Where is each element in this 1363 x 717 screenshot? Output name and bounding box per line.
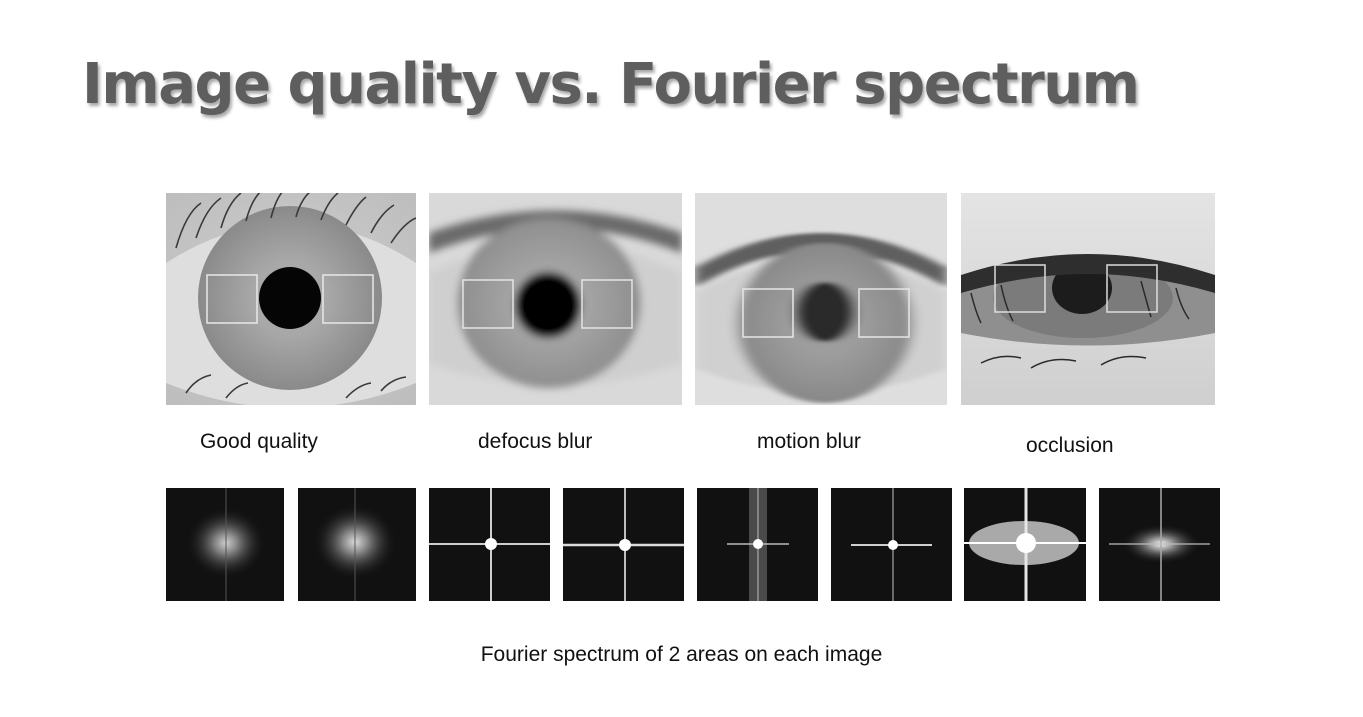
footer-caption-text: Fourier spectrum of 2 areas on each imag… — [480, 643, 883, 666]
spectrum-defocus-blur-left — [429, 488, 550, 601]
spectrum-good-quality-right — [298, 488, 416, 601]
eye-image-occlusion — [961, 193, 1215, 405]
footer-caption: Fourier spectrum of 2 areas on each imag… — [0, 643, 1363, 667]
eye-image-good-quality — [166, 193, 416, 405]
caption-defocus-blur: defocus blur — [478, 430, 593, 453]
spectrum-motion-blur-right — [831, 488, 952, 601]
caption-good-quality: Good quality — [200, 430, 318, 453]
eye-image-motion-blur — [695, 193, 947, 405]
spectrum-occlusion-left — [964, 488, 1086, 601]
caption-occlusion: occlusion — [1026, 434, 1114, 457]
slide-title: Image quality vs. Fourier spectrum — [82, 52, 1140, 117]
spectrum-occlusion-right — [1099, 488, 1220, 601]
spectrum-good-quality-left — [166, 488, 284, 601]
spectrum-motion-blur-left — [697, 488, 818, 601]
caption-motion-blur: motion blur — [757, 430, 861, 453]
eye-image-defocus-blur — [429, 193, 682, 405]
spectrum-defocus-blur-right — [563, 488, 684, 601]
